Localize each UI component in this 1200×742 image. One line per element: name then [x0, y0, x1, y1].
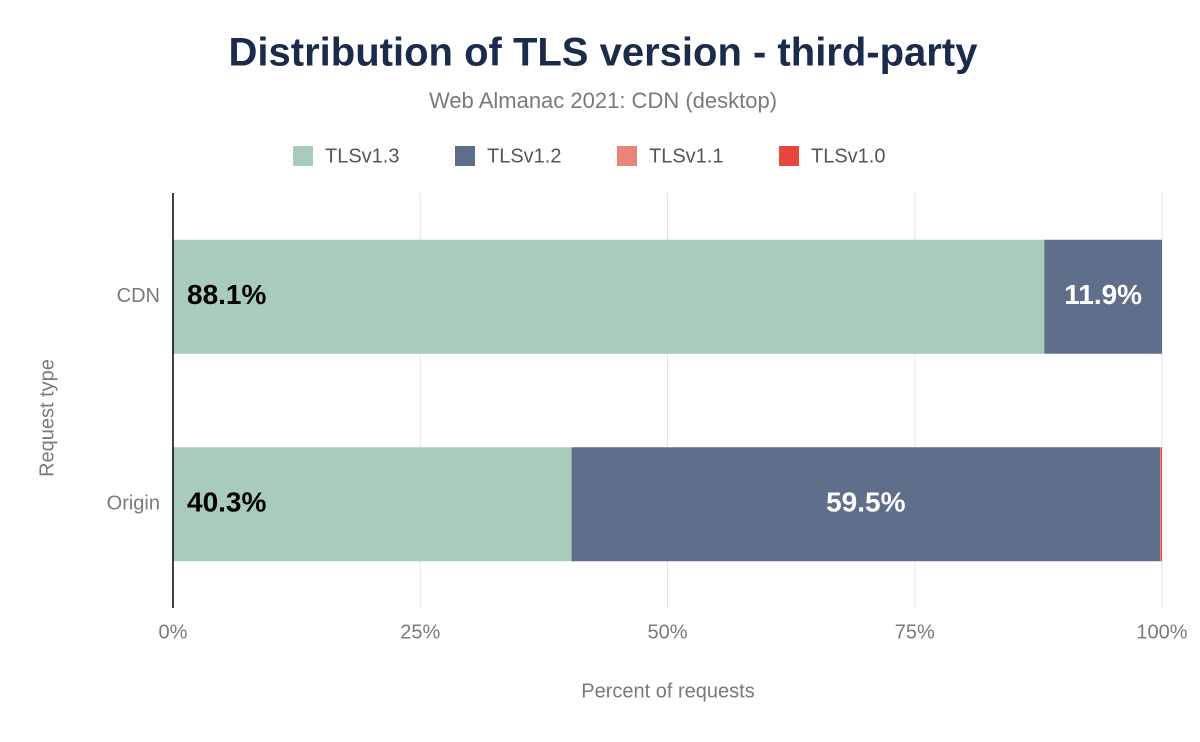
y-axis-title: Request type — [36, 359, 58, 477]
x-axis-title: Percent of requests — [581, 680, 754, 702]
data-label: 59.5% — [826, 487, 905, 518]
bar-segment — [173, 447, 572, 562]
chart-title: Distribution of TLS version - third-part… — [229, 31, 979, 75]
x-tick-label: 100% — [1136, 621, 1187, 643]
legend-swatch — [455, 146, 475, 166]
bar-segment — [173, 239, 1045, 354]
bar-segment — [571, 447, 1161, 562]
bar-segment — [1044, 239, 1162, 354]
data-label: 40.3% — [187, 487, 266, 518]
x-tick-label: 75% — [895, 621, 935, 643]
chart-subtitle: Web Almanac 2021: CDN (desktop) — [429, 88, 777, 113]
bar-segment — [1160, 447, 1162, 562]
y-tick-label: Origin — [107, 493, 160, 515]
data-label: 88.1% — [187, 279, 266, 310]
data-label: 11.9% — [1064, 279, 1142, 310]
legend-label: TLSv1.0 — [811, 145, 885, 167]
legend-swatch — [617, 146, 637, 166]
x-tick-label: 25% — [400, 621, 440, 643]
x-tick-label: 50% — [647, 621, 687, 643]
x-tick-label: 0% — [159, 621, 188, 643]
legend-label: TLSv1.2 — [487, 145, 561, 167]
legend-swatch — [293, 146, 313, 166]
legend-swatch — [779, 146, 799, 166]
legend-label: TLSv1.3 — [325, 145, 399, 167]
y-tick-label: CDN — [117, 285, 160, 307]
legend-label: TLSv1.1 — [649, 145, 723, 167]
bar-segment — [1161, 447, 1162, 562]
